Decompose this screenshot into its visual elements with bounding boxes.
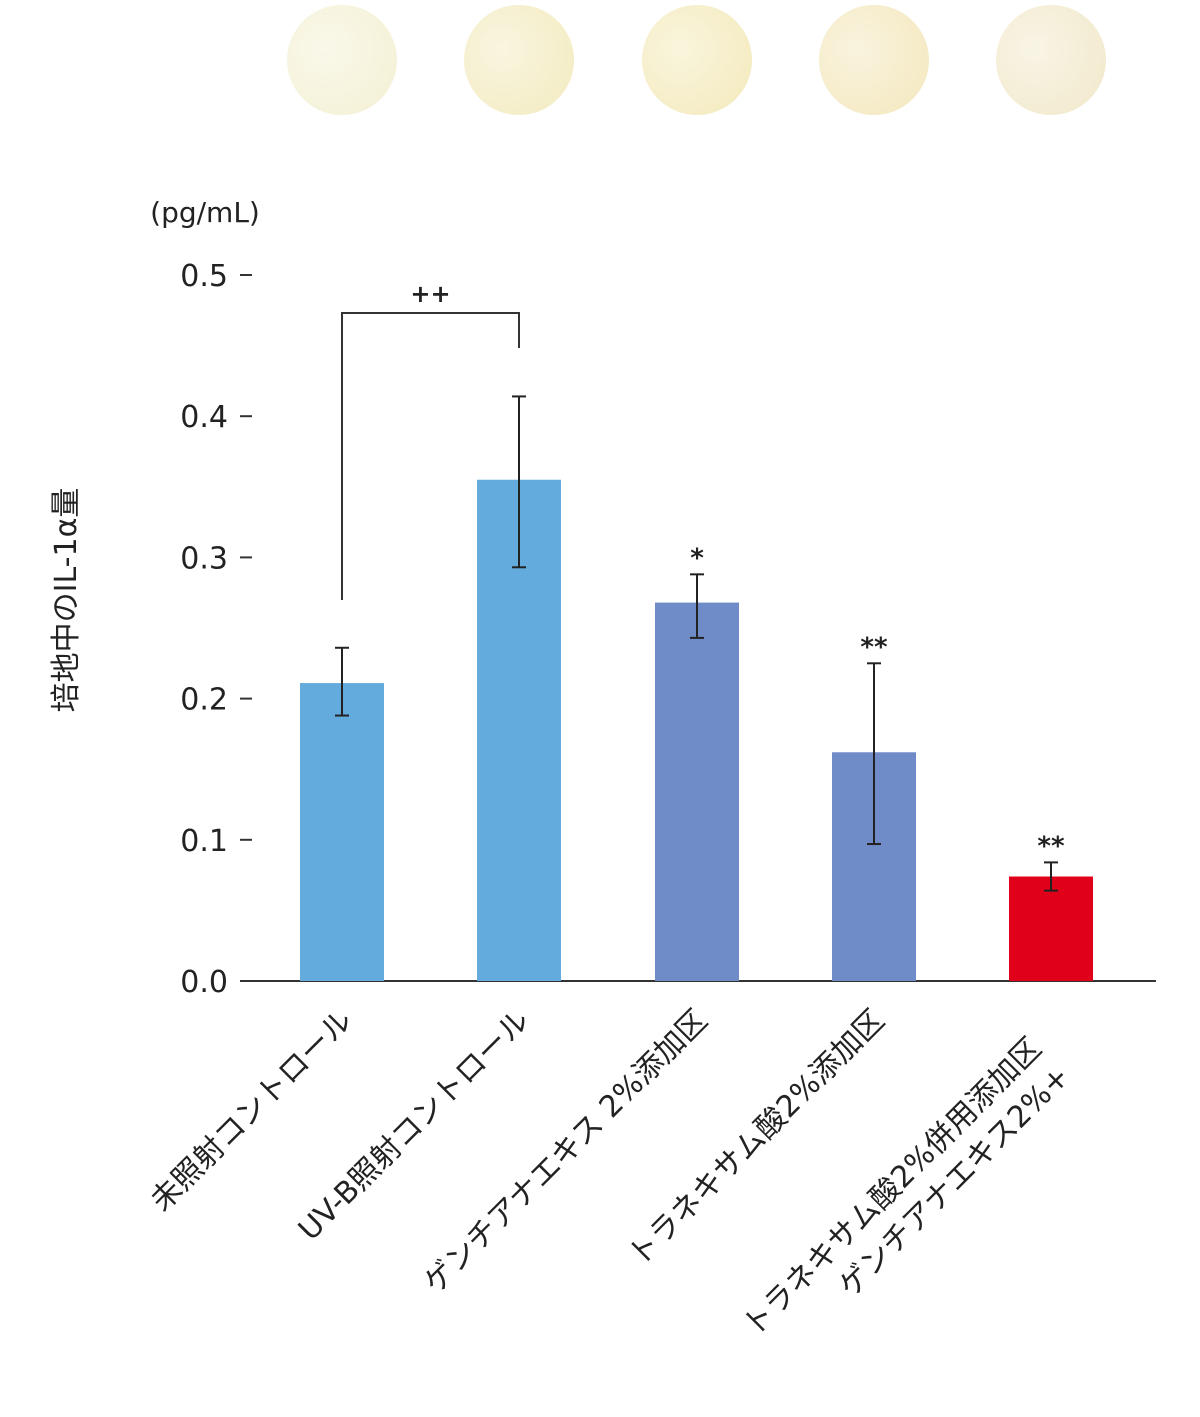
y-tick-label: 0.5: [180, 259, 228, 294]
x-tick-label: ゲンチアナエキス2%+: [832, 1059, 1077, 1304]
y-tick-label: 0.1: [180, 824, 228, 859]
bar: [1009, 876, 1093, 981]
significance-marker: **: [860, 632, 888, 662]
comparison-label: ++: [410, 280, 450, 308]
significance-marker: *: [690, 543, 704, 573]
bar: [300, 683, 384, 981]
sample-dish-highlight: [464, 5, 574, 115]
x-tick-label: トラネキサム酸2%併用添加区: [736, 1031, 1049, 1344]
y-tick-label: 0.4: [180, 400, 228, 435]
x-tick-label: ゲンチアナエキス 2%添加区: [417, 1003, 714, 1300]
sample-dish-highlight: [287, 5, 397, 115]
comparison-bracket: [341, 312, 520, 600]
y-axis-label: 培地中のIL-1α量: [49, 488, 84, 713]
y-tick-label: 0.3: [180, 541, 228, 576]
sample-dish-highlight: [819, 5, 929, 115]
sample-dish-highlight: [642, 5, 752, 115]
bar: [655, 602, 739, 981]
y-tick-label: 0.0: [180, 965, 228, 1000]
y-tick-label: 0.2: [180, 683, 228, 718]
sample-dish-highlight: [996, 5, 1106, 115]
unit-label: (pg/mL): [150, 196, 260, 229]
significance-marker: **: [1037, 831, 1065, 861]
